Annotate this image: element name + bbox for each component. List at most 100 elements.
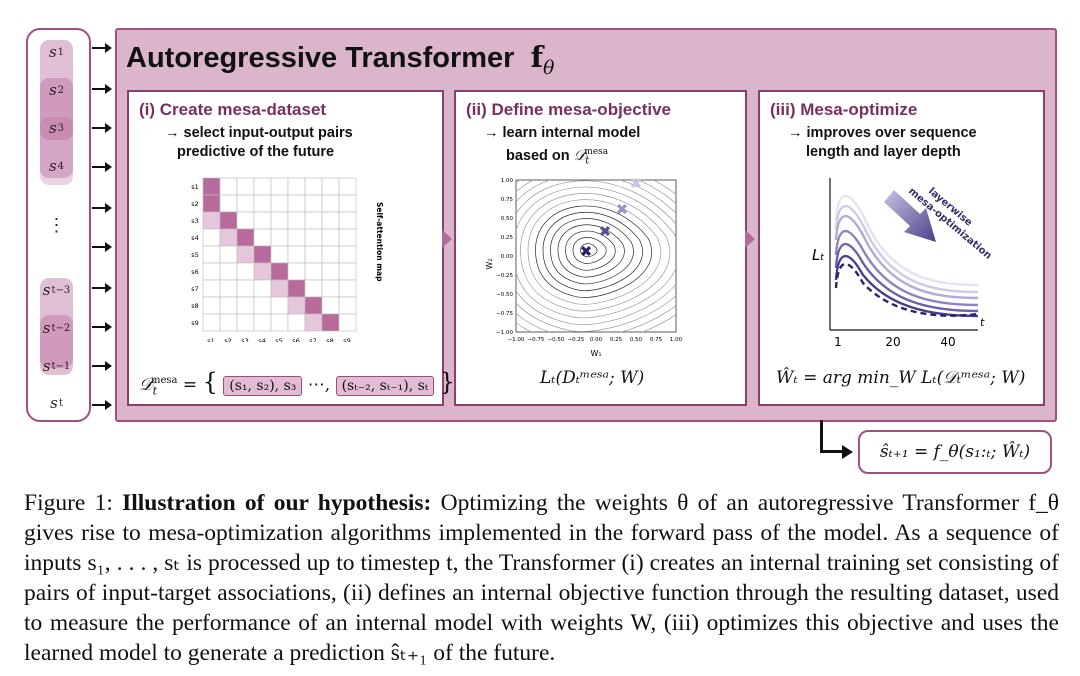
contour-plot: ✖✖✖✖ −1.00−1.00−0.75−0.75−0.50−0.50−0.25… xyxy=(486,174,683,358)
loss-curve xyxy=(834,194,979,287)
loss-ylabel: Lₜ xyxy=(812,246,825,264)
input-arrow-2 xyxy=(92,84,112,94)
attention-cell xyxy=(287,211,306,230)
loss-xtick-1: 1 xyxy=(834,335,842,349)
attention-cell xyxy=(202,313,221,332)
attention-cell xyxy=(338,296,357,315)
attention-cell xyxy=(338,279,357,298)
contour-line xyxy=(580,243,598,258)
attention-cell xyxy=(202,211,221,230)
window-5-highlight xyxy=(40,315,73,375)
attention-cell xyxy=(287,245,306,264)
attention-cell xyxy=(304,313,323,332)
output-arrow-vertical xyxy=(820,420,823,452)
attention-cell xyxy=(321,194,340,213)
attention-cell xyxy=(270,262,289,281)
panel-mesa-optimize: (iii) Mesa-optimize → improves over sequ… xyxy=(758,90,1045,406)
attention-cell xyxy=(321,177,340,196)
attention-col-label: s3 xyxy=(241,337,249,342)
attention-cell xyxy=(304,228,323,247)
pair-box-1: (s₁, s₂), s₃ xyxy=(223,376,303,396)
attention-cell xyxy=(202,228,221,247)
attention-col-label: s8 xyxy=(326,337,334,342)
contour-xtick: −0.25 xyxy=(568,337,585,343)
attention-col-label: s9 xyxy=(343,337,351,342)
attention-cell xyxy=(202,279,221,298)
loss-xtick-2: 20 xyxy=(885,335,900,349)
panel1-subtitle-line2: predictive of the future xyxy=(177,144,335,160)
contour-line xyxy=(542,211,643,292)
panel-define-mesa-objective: (ii) Define mesa-objective → learn inter… xyxy=(454,90,747,406)
attention-cell xyxy=(304,211,323,230)
attention-cell xyxy=(321,279,340,298)
attention-cell xyxy=(304,245,323,264)
main-title: Autoregressive Transformer fθ xyxy=(126,40,555,79)
attention-cell xyxy=(270,245,289,264)
window-3-highlight xyxy=(40,117,73,185)
contour-line xyxy=(557,224,625,278)
optimization-step-marker: ✖ xyxy=(580,242,593,260)
contour-ytick: 0.00 xyxy=(501,254,514,260)
loss-curves-plot: layerwise mesa-optimization Lₜ t 1 20 40 xyxy=(812,178,994,349)
attention-cell xyxy=(338,211,357,230)
attention-cell xyxy=(287,177,306,196)
attention-cell xyxy=(321,262,340,281)
attention-cell xyxy=(219,245,238,264)
attention-cell xyxy=(202,262,221,281)
optimization-step-marker: ✖ xyxy=(599,222,612,240)
attention-cell xyxy=(219,211,238,230)
contour-ytick: −0.25 xyxy=(496,273,513,279)
output-prediction-box: ŝₜ₊₁ = f_θ(s₁:ₜ; Ŵₜ) xyxy=(858,430,1052,474)
attention-cell xyxy=(219,313,238,332)
attention-cell xyxy=(321,245,340,264)
contour-ytick: −1.00 xyxy=(496,330,513,336)
attention-row-label: s6 xyxy=(191,268,199,276)
input-arrow-1 xyxy=(92,43,112,53)
attention-cell xyxy=(219,194,238,213)
token-st1: s t−1 xyxy=(42,357,71,375)
contour-ytick: 1.00 xyxy=(501,178,514,184)
attention-cell xyxy=(202,296,221,315)
contour-line xyxy=(550,218,634,285)
attention-cell xyxy=(253,313,272,332)
attention-cell xyxy=(270,211,289,230)
loss-curve xyxy=(834,204,979,294)
attention-cell xyxy=(321,228,340,247)
input-arrow-4 xyxy=(92,162,112,172)
attention-cell xyxy=(304,296,323,315)
contour-line xyxy=(516,186,676,319)
input-arrow-3 xyxy=(92,123,112,133)
attention-cell xyxy=(287,262,306,281)
attention-cell xyxy=(287,194,306,213)
attention-row-label: s2 xyxy=(191,200,199,208)
attention-cell xyxy=(219,296,238,315)
contour-xlabel: W₁ xyxy=(590,349,601,358)
contour-line xyxy=(520,193,671,312)
input-arrow-10 xyxy=(92,400,112,410)
contour-ylabel: W₂ xyxy=(486,258,494,269)
input-arrow-5 xyxy=(92,203,112,213)
attention-col-label: s6 xyxy=(292,337,300,342)
attention-cell xyxy=(338,313,357,332)
attention-cell xyxy=(219,228,238,247)
contour-line xyxy=(535,205,652,298)
attention-row-label: s8 xyxy=(191,302,199,310)
attention-row-label: s5 xyxy=(191,251,199,259)
contour-xtick: −0.75 xyxy=(528,337,545,343)
contour-ytick: 0.50 xyxy=(501,216,514,222)
attention-cell xyxy=(236,194,255,213)
token-ellipsis: ⋮ xyxy=(47,214,66,236)
input-arrow-8 xyxy=(92,322,112,332)
attention-row-label: s7 xyxy=(191,285,199,293)
attention-cell xyxy=(304,194,323,213)
attention-row-label: s4 xyxy=(191,234,199,242)
token-st2: s t−2 xyxy=(42,319,71,337)
contour-xtick: −1.00 xyxy=(508,337,525,343)
window-2-highlight xyxy=(40,78,73,178)
layerwise-arrow xyxy=(884,190,936,242)
attention-col-label: s5 xyxy=(275,337,283,342)
